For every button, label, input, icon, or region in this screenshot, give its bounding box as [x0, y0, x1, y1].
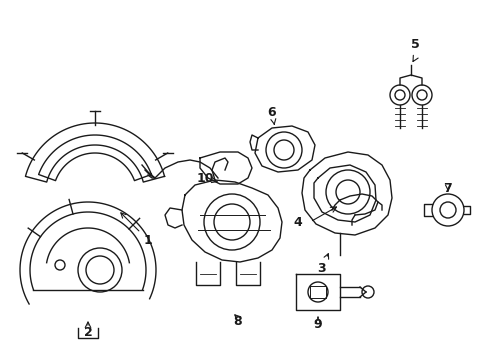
Text: 8: 8	[233, 315, 242, 328]
Text: 7: 7	[443, 181, 451, 194]
Text: 10: 10	[196, 171, 217, 185]
Text: 1: 1	[121, 213, 152, 247]
Text: 5: 5	[410, 38, 419, 51]
Text: 3: 3	[317, 254, 328, 274]
Text: 9: 9	[313, 318, 322, 331]
Text: 2: 2	[83, 326, 92, 339]
Text: 4: 4	[293, 216, 302, 229]
Text: 6: 6	[267, 105, 276, 124]
